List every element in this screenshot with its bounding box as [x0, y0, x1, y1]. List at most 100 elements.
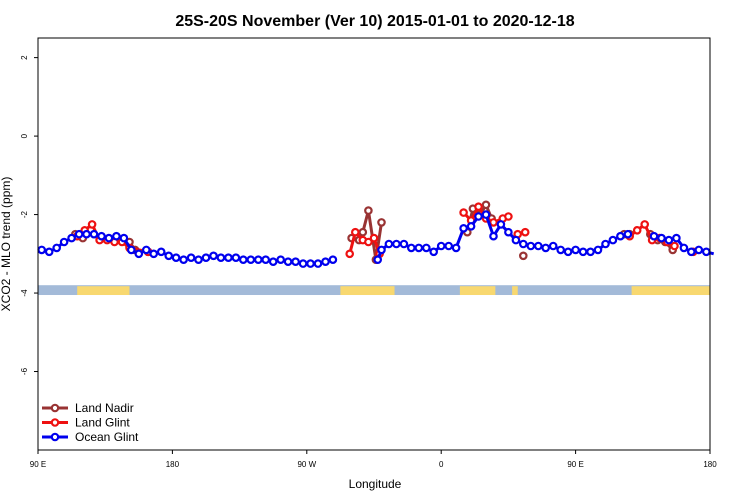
series-2-point-0-21 — [194, 255, 203, 265]
series-2-point-1-11 — [451, 243, 461, 253]
y-tick-label-2: -2 — [20, 210, 29, 218]
x-tick-label-1: 180 — [166, 460, 180, 469]
x-tick-label-0: 90 E — [30, 460, 46, 469]
x-axis: 90 E 180 90 W 0 90 E 180 — [30, 450, 717, 469]
x-tick-label-2: 90 W — [297, 460, 316, 469]
series-2-point-1-32 — [608, 235, 618, 245]
series-0-point-3-3 — [481, 200, 491, 210]
series-0-point-2-2 — [358, 227, 368, 237]
series-2-point-1-25 — [556, 245, 566, 255]
series-2-point-0-34 — [291, 257, 300, 267]
series-2-point-1-34 — [623, 229, 633, 239]
series-2-point-1-27 — [571, 245, 580, 255]
series-layer — [37, 200, 715, 268]
series-1-point-4-0 — [520, 227, 530, 237]
series-2-point-1-1 — [377, 245, 386, 255]
series-1-point-1-1 — [350, 227, 360, 237]
series-1-point-1-0 — [345, 249, 355, 259]
series-2-point-0-38 — [321, 257, 330, 267]
series-1-point-5-2 — [640, 220, 650, 229]
series-2-point-0-8 — [97, 231, 106, 241]
series-2-point-1-20 — [518, 239, 528, 249]
series-2-point-0-32 — [276, 255, 286, 265]
series-2-point-2-2 — [664, 235, 674, 245]
legend-marker-1 — [50, 418, 60, 427]
series-2-point-1-22 — [533, 241, 543, 251]
series-2-point-2-7 — [701, 247, 711, 257]
y-tick-label-1: 0 — [20, 133, 29, 138]
series-2-point-0-5 — [74, 229, 84, 239]
series-2-point-0-25 — [224, 253, 233, 263]
y-axis: 2 0 -2 -4 -6 — [20, 55, 38, 375]
series-1-point-2-6 — [504, 212, 513, 221]
series-0-point-2-5 — [377, 218, 386, 227]
series-1-point-0-2 — [87, 220, 97, 229]
legend-item-0: Land Nadir — [42, 401, 134, 415]
series-2-point-1-4 — [399, 239, 409, 249]
legend-label-2: Ocean Glint — [75, 430, 139, 444]
series-0-point-4-0 — [518, 251, 528, 261]
x-axis-label: Longitude — [349, 477, 402, 491]
x-tick-label-5: 180 — [703, 460, 717, 469]
series-2-point-1-24 — [548, 241, 558, 251]
land-band-1 — [340, 286, 395, 296]
series-2-point-0-11 — [119, 233, 129, 243]
legend-label-1: Land Glint — [75, 416, 130, 430]
chart-title: 25S-20S November (Ver 10) 2015-01-01 to … — [175, 13, 574, 30]
series-2-point-1-5 — [406, 243, 416, 253]
legend-marker-0 — [50, 403, 60, 413]
series-2-point-0-33 — [283, 257, 293, 267]
series-2-point-0-4 — [67, 233, 76, 243]
series-2-point-0-24 — [216, 253, 226, 263]
series-2-point-0-17 — [164, 251, 174, 261]
surface-band — [38, 285, 710, 296]
land-band-3 — [512, 286, 518, 296]
land-band-4 — [631, 286, 710, 296]
series-2-point-1-16 — [489, 231, 498, 241]
series-1-point-2-2 — [474, 202, 483, 212]
series-2-point-1-28 — [578, 247, 588, 257]
series-2-point-0-28 — [246, 255, 256, 265]
series-2-point-0-1 — [44, 247, 54, 257]
series-2-point-1-18 — [504, 227, 513, 237]
series-2-point-0-19 — [179, 255, 188, 265]
series-2-point-0-3 — [59, 237, 69, 247]
series-2-point-0-9 — [104, 233, 114, 243]
series-2-point-0-30 — [261, 255, 271, 265]
series-2-point-0-14 — [142, 245, 151, 255]
series-2-point-0-2 — [52, 243, 62, 253]
series-2-point-0-27 — [239, 255, 248, 265]
y-tick-label-0: 2 — [20, 55, 29, 60]
series-2-point-1-15 — [481, 210, 491, 219]
series-2-point-0-20 — [186, 253, 196, 263]
series-2-point-0-15 — [149, 249, 159, 259]
series-2 — [37, 210, 715, 268]
series-2-point-1-14 — [474, 212, 483, 221]
series-2-point-0-31 — [268, 257, 278, 267]
series-0-point-2-3 — [364, 206, 373, 215]
series-2-point-2-5 — [686, 247, 696, 257]
land-band-0 — [77, 286, 130, 296]
y-tick-label-4: -6 — [20, 367, 29, 375]
series-2-point-1-29 — [586, 247, 595, 257]
series-2-point-1-6 — [414, 243, 424, 253]
series-1-point-1-4 — [369, 233, 379, 243]
series-2-point-0-0 — [37, 245, 47, 255]
series-2-point-2-1 — [657, 233, 666, 243]
series-2-point-2-0 — [649, 231, 659, 241]
legend-marker-2 — [50, 432, 60, 442]
series-2-point-0-37 — [313, 259, 323, 268]
series-2-point-2-6 — [694, 245, 704, 255]
series-2-point-2-4 — [679, 243, 689, 253]
series-2-point-1-9 — [436, 241, 446, 251]
series-2-point-1-7 — [421, 243, 431, 253]
series-1-point-5-6 — [670, 241, 679, 251]
series-2-point-1-0 — [373, 255, 383, 265]
series-2-point-1-2 — [384, 239, 394, 249]
plot-frame — [37, 37, 711, 451]
series-1-point-2-4 — [489, 218, 498, 227]
series-2-point-0-13 — [134, 249, 144, 259]
series-2-point-0-18 — [171, 253, 181, 263]
series-2-point-2-3 — [672, 233, 681, 243]
